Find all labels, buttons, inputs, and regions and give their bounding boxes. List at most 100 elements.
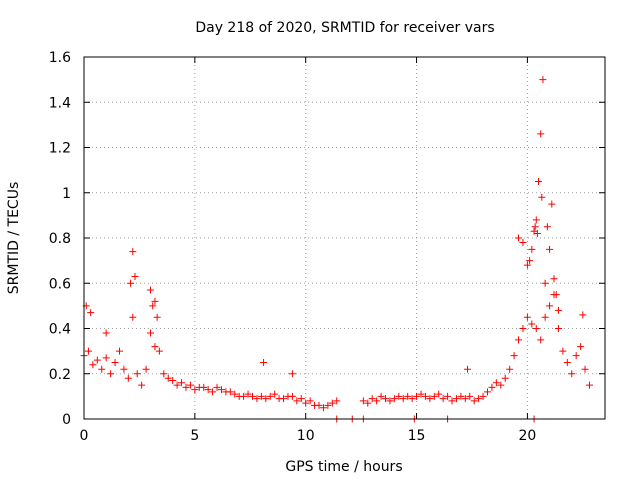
data-point	[523, 261, 531, 269]
data-point	[262, 395, 270, 403]
data-point	[488, 383, 496, 391]
data-point	[554, 306, 562, 314]
data-point	[129, 313, 137, 321]
data-point	[539, 76, 547, 84]
x-axis-label: GPS time / hours	[285, 459, 402, 475]
data-point	[153, 313, 161, 321]
data-point	[439, 395, 447, 403]
data-point	[430, 392, 438, 400]
x-tick-label: 20	[518, 428, 536, 444]
data-point	[546, 245, 554, 253]
data-point	[151, 297, 159, 305]
data-point	[532, 216, 540, 224]
data-point	[319, 404, 327, 412]
data-point	[457, 392, 465, 400]
data-point	[435, 390, 443, 398]
data-point	[386, 397, 394, 405]
data-point	[538, 193, 546, 201]
data-point	[149, 302, 157, 310]
data-point	[537, 130, 545, 138]
data-point	[368, 395, 376, 403]
data-point	[461, 395, 469, 403]
data-point	[444, 392, 452, 400]
data-point	[240, 392, 248, 400]
data-point	[506, 365, 514, 373]
data-point	[377, 392, 385, 400]
data-point	[293, 397, 301, 405]
data-point	[164, 374, 172, 382]
data-point	[413, 392, 421, 400]
data-point	[169, 377, 177, 385]
grid	[84, 57, 605, 419]
data-point	[213, 383, 221, 391]
data-point	[475, 395, 483, 403]
data-point	[297, 395, 305, 403]
data-point	[470, 397, 478, 405]
data-point	[191, 386, 199, 394]
data-point	[559, 347, 567, 355]
y-tick-label: 1.2	[49, 141, 71, 157]
data-point	[147, 329, 155, 337]
data-point	[226, 388, 234, 396]
y-tick-label: 0.2	[49, 367, 71, 383]
plot-frame	[83, 56, 606, 420]
data-point	[426, 395, 434, 403]
data-point	[541, 279, 549, 287]
data-point	[204, 386, 212, 394]
axes: 0 5 10 15 20 0 0.2 0.4 0.6 0.8 1 1.2 1.4 1.6	[49, 50, 605, 444]
data-point	[315, 401, 323, 409]
data-point	[200, 383, 208, 391]
data-point	[417, 390, 425, 398]
data-point	[182, 383, 190, 391]
data-point	[266, 392, 274, 400]
data-point	[107, 370, 115, 378]
data-point	[231, 390, 239, 398]
data-point	[244, 390, 252, 398]
data-point	[98, 365, 106, 373]
y-tick-label: 0.6	[49, 276, 71, 292]
y-tick-label: 1	[62, 186, 71, 202]
data-point	[581, 365, 589, 373]
data-point	[519, 325, 527, 332]
data-point	[532, 325, 540, 332]
data-point	[515, 234, 523, 242]
data-point	[464, 365, 472, 373]
data-point	[548, 200, 556, 208]
data-point	[552, 291, 560, 299]
data-point	[550, 275, 558, 283]
data-point	[534, 177, 542, 185]
data-point	[515, 336, 523, 344]
data-point	[111, 358, 119, 366]
y-tick-label: 0.4	[49, 322, 71, 338]
data-point	[302, 399, 310, 407]
data-point	[328, 399, 336, 407]
data-point	[248, 392, 256, 400]
data-point	[115, 347, 123, 355]
data-point	[87, 309, 95, 317]
data-point	[541, 313, 549, 321]
data-point	[142, 365, 150, 373]
data-point	[528, 245, 536, 253]
chart-title: Day 218 of 2020, SRMTID for receiver var…	[195, 20, 494, 36]
data-point	[127, 279, 135, 287]
data-point	[526, 257, 534, 265]
data-point	[209, 388, 217, 396]
data-point	[533, 229, 541, 237]
data-point	[585, 381, 593, 389]
data-point	[519, 239, 527, 247]
y-axis-label: SRMTID / TECUs	[6, 182, 22, 295]
data-point	[131, 272, 139, 280]
data-point	[537, 336, 545, 344]
data-point	[120, 365, 128, 373]
x-tick-label: 5	[190, 428, 199, 444]
data-point	[510, 352, 518, 360]
y-tick-label: 0.8	[49, 231, 71, 247]
data-point	[359, 397, 367, 405]
data-point	[333, 397, 341, 405]
data-point	[563, 358, 571, 366]
data-point	[288, 392, 296, 400]
data-point	[129, 248, 137, 256]
data-point	[124, 374, 132, 382]
data-point	[572, 352, 580, 360]
data-point	[253, 395, 261, 403]
